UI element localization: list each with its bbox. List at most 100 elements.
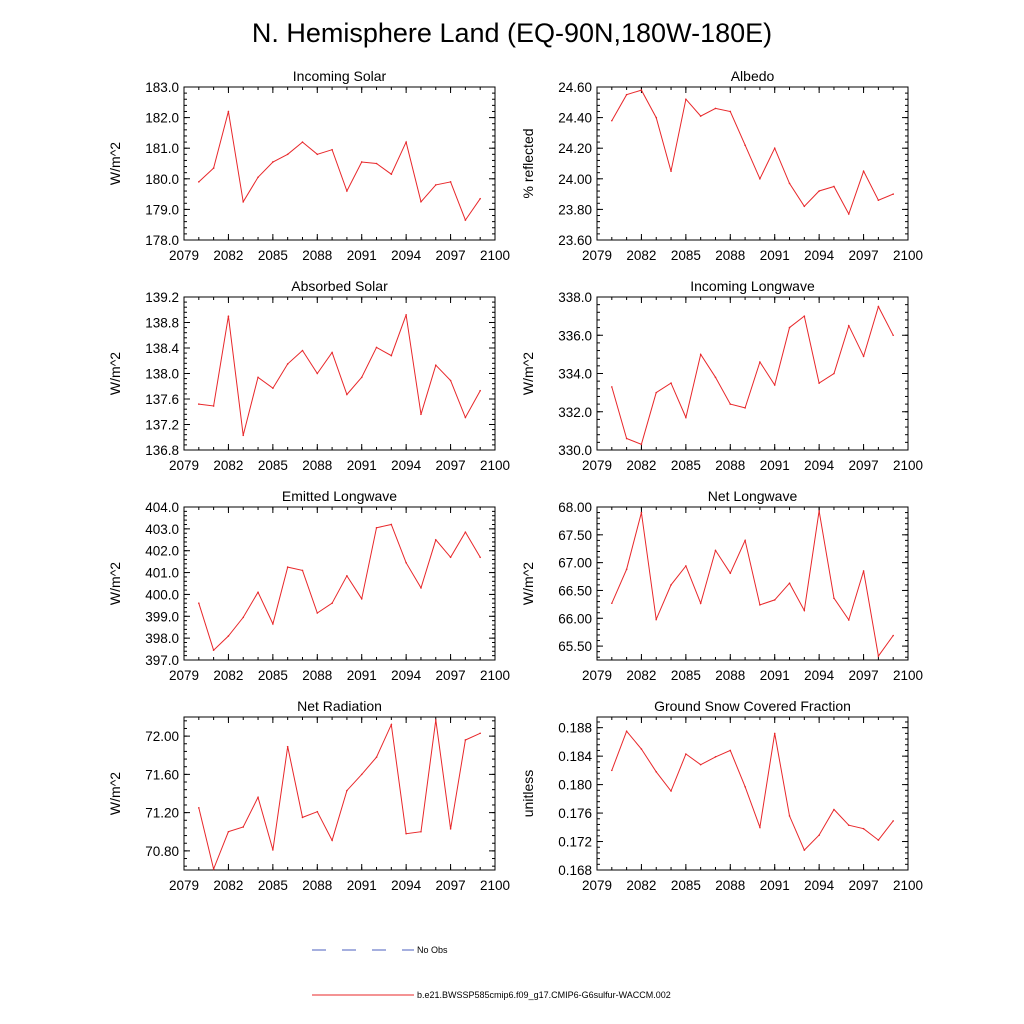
- data-point: [198, 602, 200, 604]
- panel-title: Albedo: [731, 68, 775, 84]
- y-tick-label: 24.00: [558, 172, 592, 187]
- plot-frame: [596, 506, 909, 661]
- panel-title: Absorbed Solar: [291, 278, 388, 294]
- data-point: [729, 572, 732, 575]
- x-tick-label: 2085: [671, 668, 701, 683]
- data-point: [670, 584, 672, 586]
- data-point: [212, 405, 215, 407]
- plot-frame: [596, 716, 909, 871]
- data-point: [729, 749, 732, 752]
- data-point: [301, 816, 304, 819]
- x-tick-label: 2091: [760, 668, 790, 683]
- data-point: [227, 315, 230, 317]
- data-point: [862, 355, 865, 358]
- x-tick-label: 2097: [436, 668, 466, 683]
- y-tick-label: 138.0: [145, 367, 179, 382]
- data-point: [818, 190, 820, 192]
- data-point: [655, 116, 658, 119]
- panel-title: Incoming Solar: [293, 68, 387, 84]
- data-point: [286, 566, 289, 568]
- data-point: [862, 827, 865, 830]
- data-point: [625, 568, 628, 571]
- x-tick-label: 2100: [480, 668, 510, 683]
- data-point: [301, 141, 304, 143]
- data-point: [759, 361, 761, 363]
- data-point: [788, 582, 791, 585]
- data-point: [862, 570, 865, 572]
- panel-title: Ground Snow Covered Fraction: [654, 698, 851, 714]
- x-tick-label: 2097: [849, 248, 879, 263]
- x-tick-label: 2085: [671, 878, 701, 893]
- data-point: [744, 539, 746, 542]
- data-point: [286, 153, 289, 156]
- data-point: [625, 93, 628, 96]
- y-tick-label: 399.0: [145, 609, 179, 624]
- chart-panel: 2079 2082 2085 2088 2091 2094 2097 2100 136.8 137…: [107, 278, 510, 473]
- data-point: [301, 349, 304, 352]
- data-point: [420, 200, 422, 203]
- y-tick-label: 398.0: [145, 631, 179, 646]
- data-point: [611, 119, 613, 122]
- data-point: [773, 384, 776, 386]
- data-point: [714, 376, 717, 379]
- data-point: [434, 719, 437, 721]
- data-point: [464, 219, 467, 221]
- data-point: [360, 161, 363, 163]
- x-tick-label: 2082: [626, 668, 656, 683]
- plot-frame: [183, 86, 496, 241]
- data-point: [198, 181, 200, 183]
- y-tick-label: 136.8: [145, 443, 179, 458]
- x-tick-label: 2100: [480, 248, 510, 263]
- chart-panel: 2079 2082 2085 2088 2091 2094 2097 2100 0.168 0.1…: [520, 698, 923, 893]
- x-tick-label: 2088: [715, 458, 745, 473]
- y-tick-label: 139.2: [145, 290, 179, 305]
- x-tick-label: 2100: [893, 878, 923, 893]
- y-tick-label: 137.2: [145, 418, 179, 433]
- x-tick-label: 2085: [258, 668, 288, 683]
- x-tick-label: 2085: [258, 458, 288, 473]
- data-point: [625, 437, 628, 440]
- y-tick-label: 0.184: [558, 749, 592, 764]
- x-tick-label: 2097: [849, 878, 879, 893]
- y-tick-label: 180.0: [145, 172, 179, 187]
- data-point: [198, 807, 200, 809]
- data-point: [331, 602, 333, 604]
- y-tick-label: 334.0: [558, 367, 592, 382]
- data-point: [449, 181, 452, 183]
- data-point: [759, 604, 761, 606]
- data-point: [286, 363, 289, 365]
- y-tick-label: 66.00: [558, 611, 592, 626]
- data-point: [699, 353, 702, 356]
- x-tick-label: 2079: [582, 248, 612, 263]
- data-point: [390, 173, 393, 176]
- y-tick-label: 181.0: [145, 141, 179, 156]
- y-tick-label: 138.8: [145, 316, 179, 331]
- data-point: [449, 828, 452, 830]
- data-point: [833, 597, 835, 600]
- y-axis-label: W/m^2: [520, 352, 536, 395]
- data-point: [242, 616, 245, 619]
- x-tick-label: 2082: [213, 878, 243, 893]
- y-axis-label: % reflected: [520, 128, 536, 198]
- x-tick-label: 2097: [436, 248, 466, 263]
- legend-no-obs-label: No Obs: [417, 945, 448, 955]
- data-point: [375, 526, 378, 529]
- y-tick-label: 0.168: [558, 863, 592, 878]
- data-point: [699, 602, 702, 605]
- data-point: [640, 511, 643, 514]
- data-point: [434, 538, 437, 541]
- series-line: [611, 89, 894, 216]
- data-point: [449, 379, 452, 382]
- x-tick-label: 2079: [582, 668, 612, 683]
- x-tick-label: 2094: [391, 248, 422, 263]
- data-point: [773, 147, 776, 149]
- data-point: [833, 372, 835, 375]
- x-tick-label: 2094: [391, 458, 422, 473]
- data-point: [212, 167, 215, 169]
- legend: No Obs b.e21.BWSSP585cmip6.f09_g17.CMIP6…: [312, 945, 671, 1000]
- x-tick-label: 2082: [213, 458, 243, 473]
- x-tick-label: 2088: [302, 878, 332, 893]
- data-point: [759, 178, 761, 180]
- data-point: [655, 618, 658, 621]
- chart-panel: 2079 2082 2085 2088 2091 2094 2097 2100 178.0 179…: [107, 68, 510, 263]
